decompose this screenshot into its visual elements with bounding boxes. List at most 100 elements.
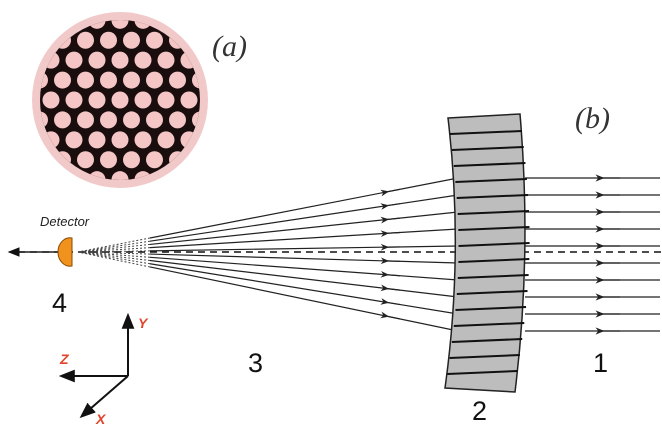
hole [238,151,255,168]
z-axis-label: Z [59,351,69,367]
hole [215,72,232,89]
hole [181,171,198,188]
hole [31,151,48,168]
hole [215,111,232,128]
hole [8,151,25,168]
hole [20,52,37,69]
hole [169,191,186,208]
hole [77,151,94,168]
detector-label: Detector [40,214,90,229]
hole [89,92,106,109]
hole [146,151,163,168]
hole [158,92,175,109]
hole [158,52,175,69]
hole [204,12,221,29]
hole [100,0,117,9]
hole [100,151,117,168]
hole [227,131,244,148]
hole [215,191,232,208]
hole [77,32,94,49]
hole [192,32,209,49]
hole [77,111,94,128]
hole [8,0,25,9]
hole [123,151,140,168]
hole [43,92,60,109]
hole [146,32,163,49]
hole [238,72,255,89]
hole [8,72,25,89]
hole [123,191,140,208]
x-axis-label: X [95,411,107,427]
hole [77,72,94,89]
focused-ray [150,261,458,297]
hole [54,72,71,89]
hole [192,151,209,168]
hole [0,92,14,109]
hole [204,131,221,148]
hole [123,0,140,9]
y-axis-label: Y [138,315,149,331]
hole [146,72,163,89]
hole [43,171,60,188]
region-label: 1 [593,348,608,378]
ray-arrow [385,288,400,290]
hole [54,0,71,9]
ray-arrow [385,218,400,220]
hole [227,171,244,188]
hole [181,12,198,29]
panel-b-label: (b) [575,102,610,135]
hole [0,131,14,148]
focused-ray [150,246,458,251]
hole [77,191,94,208]
detector [58,238,72,266]
hole [0,52,14,69]
hole [31,0,48,9]
hole [146,111,163,128]
focused-ray [150,178,458,238]
hole [54,191,71,208]
region-label: 4 [52,288,67,318]
hole [20,171,37,188]
hole [89,52,106,69]
region-label: 2 [472,396,487,426]
hole [31,32,48,49]
hole [158,131,175,148]
hole [100,191,117,208]
hole [135,52,152,69]
ray-arrow [385,233,400,234]
hole [112,92,129,109]
hole [43,12,60,29]
panel-a-label: (a) [212,30,247,63]
hole [192,0,209,9]
hole [238,191,255,208]
hole [135,92,152,109]
hole [8,191,25,208]
axes: Y Z X [59,315,149,427]
hole [169,0,186,9]
hole [0,12,14,29]
hole [66,131,83,148]
hole [66,92,83,109]
hole [100,72,117,89]
ray-arrow [385,316,400,319]
hole [238,111,255,128]
hole [215,151,232,168]
hole [123,111,140,128]
focused-ray [150,212,458,244]
hole [192,191,209,208]
hole [112,52,129,69]
hole [20,12,37,29]
hole [0,171,14,188]
hole [227,92,244,109]
hole [204,171,221,188]
hole [123,32,140,49]
hole [227,12,244,29]
hole [112,131,129,148]
region-label: 3 [248,348,263,378]
hole [66,52,83,69]
rays [78,178,660,331]
focused-ray [150,264,458,314]
focused-ray [150,195,458,241]
diagram: (a) (b) Detector 1 2 3 4 Y Z X [0,0,662,428]
hole [146,191,163,208]
